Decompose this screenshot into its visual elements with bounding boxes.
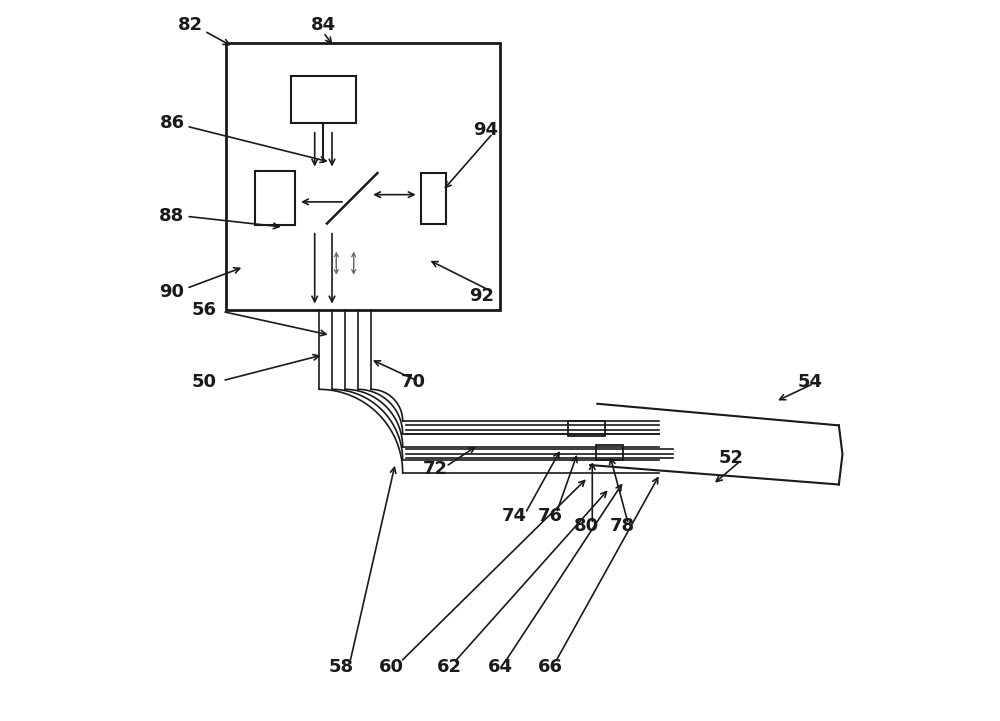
Bar <box>255 172 295 225</box>
Text: 54: 54 <box>798 373 823 391</box>
Bar <box>421 173 446 224</box>
Text: 84: 84 <box>311 17 336 34</box>
Text: 56: 56 <box>192 301 217 319</box>
Text: 92: 92 <box>469 287 494 304</box>
Text: 66: 66 <box>538 658 563 676</box>
Text: 82: 82 <box>177 17 203 34</box>
Text: 50: 50 <box>192 373 217 391</box>
Text: 62: 62 <box>437 658 462 676</box>
Text: 74: 74 <box>502 507 527 524</box>
Bar <box>291 76 356 123</box>
Text: 70: 70 <box>401 373 426 391</box>
Bar <box>568 421 605 436</box>
Text: 86: 86 <box>159 114 185 131</box>
Text: 58: 58 <box>329 658 354 676</box>
Text: 78: 78 <box>610 518 635 535</box>
Text: 90: 90 <box>159 283 184 301</box>
Text: 72: 72 <box>423 460 448 477</box>
Text: 52: 52 <box>718 449 743 466</box>
Text: 94: 94 <box>473 121 498 138</box>
Text: 60: 60 <box>379 658 404 676</box>
Bar <box>596 445 623 460</box>
Text: 88: 88 <box>159 208 185 225</box>
Text: 76: 76 <box>538 507 563 524</box>
Text: 64: 64 <box>488 658 512 676</box>
Text: 80: 80 <box>574 518 599 535</box>
Bar <box>226 43 500 310</box>
